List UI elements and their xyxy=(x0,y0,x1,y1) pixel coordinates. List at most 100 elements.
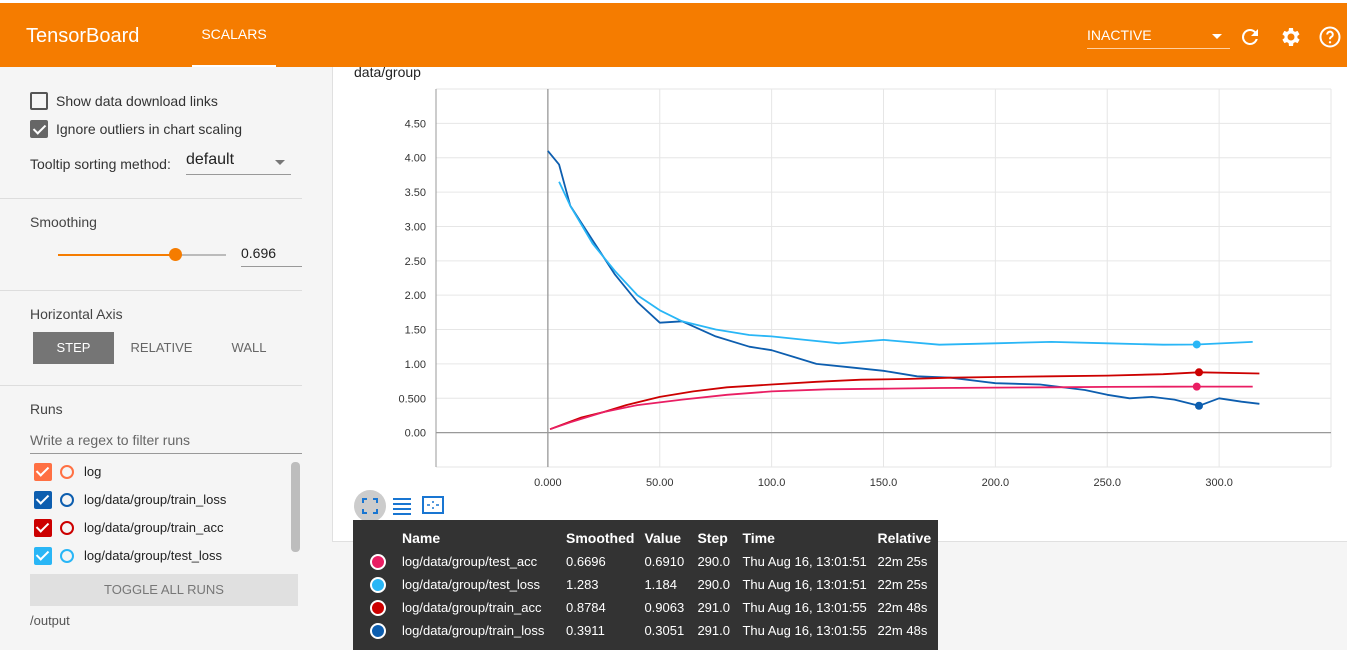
toggle-all-runs-button[interactable]: TOGGLE ALL RUNS xyxy=(30,574,298,606)
runs-title: Runs xyxy=(30,401,63,417)
smoothing-input[interactable]: 0.696 xyxy=(241,245,302,267)
run-checkbox[interactable] xyxy=(34,463,52,481)
tooltip-cell-step: 290.0 xyxy=(692,550,737,573)
run-checkbox[interactable] xyxy=(34,491,52,509)
y-tick-label: 2.50 xyxy=(405,256,426,268)
tooltip-cell-smoothed: 0.8784 xyxy=(561,596,639,619)
options-section: Show data download links Ignore outliers… xyxy=(0,67,302,199)
app-brand: TensorBoard xyxy=(26,25,139,48)
tooltip-cell-time: Thu Aug 16, 13:01:51 xyxy=(737,573,872,596)
series-line-3 xyxy=(550,387,1253,430)
tooltip-cell-smoothed: 1.283 xyxy=(561,573,639,596)
hover-marker xyxy=(1193,340,1201,348)
tooltip-cell-time: Thu Aug 16, 13:01:55 xyxy=(737,596,872,619)
axis-step-button[interactable]: STEP xyxy=(33,332,114,364)
tooltip-cell-name: log/data/group/train_loss xyxy=(397,619,561,642)
series-color-dot xyxy=(370,577,386,593)
chart-tooltip: Name Smoothed Value Step Time Relative l… xyxy=(353,520,938,650)
tooltip-header-value: Value xyxy=(639,528,692,550)
help-icon[interactable] xyxy=(1318,25,1342,49)
hover-marker xyxy=(1193,383,1201,391)
series-color-dot xyxy=(370,600,386,616)
series-line-0 xyxy=(548,151,1260,406)
tooltip-sort-value: default xyxy=(186,151,234,168)
run-color-swatch[interactable] xyxy=(60,521,74,535)
plugin-select-dropdown[interactable]: INACTIVE xyxy=(1087,27,1230,49)
tooltip-header-row: Name Smoothed Value Step Time Relative xyxy=(365,528,936,550)
tooltip-cell-relative: 22m 48s xyxy=(872,596,936,619)
runs-scrollbar[interactable] xyxy=(291,462,300,552)
fit-domain-icon[interactable] xyxy=(422,495,444,515)
log-directory-label: /output xyxy=(30,613,70,628)
tooltip-cell-name: log/data/group/test_loss xyxy=(397,573,561,596)
chevron-down-icon xyxy=(1212,34,1222,39)
run-name: log xyxy=(84,464,101,479)
tooltip-cell-smoothed: 0.3911 xyxy=(561,619,639,642)
tooltip-cell-time: Thu Aug 16, 13:01:51 xyxy=(737,550,872,573)
horizontal-axis-title: Horizontal Axis xyxy=(30,306,123,322)
tooltip-header-step: Step xyxy=(692,528,737,550)
tooltip-cell-value: 0.3051 xyxy=(639,619,692,642)
tooltip-cell-smoothed: 0.6696 xyxy=(561,550,639,573)
x-tick-label: 0.000 xyxy=(534,477,562,487)
series-line-2 xyxy=(550,372,1259,429)
smoothing-slider-handle[interactable] xyxy=(169,248,182,261)
series-color-dot xyxy=(370,554,386,570)
tooltip-cell-value: 0.6910 xyxy=(639,550,692,573)
tooltip-cell-step: 291.0 xyxy=(692,619,737,642)
run-name: log/data/group/train_acc xyxy=(84,520,223,535)
y-tick-label: 3.50 xyxy=(405,187,426,199)
tooltip-cell-value: 0.9063 xyxy=(639,596,692,619)
tooltip-row: log/data/group/test_acc 0.6696 0.6910 290.0… xyxy=(365,550,936,573)
run-color-swatch[interactable] xyxy=(60,465,74,479)
x-tick-label: 100.0 xyxy=(758,477,786,487)
tooltip-header-time: Time xyxy=(737,528,872,550)
run-checkbox[interactable] xyxy=(34,547,52,565)
series-line-1 xyxy=(559,182,1253,345)
runs-filter-input[interactable]: Write a regex to filter runs xyxy=(30,432,302,454)
tooltip-cell-name: log/data/group/train_acc xyxy=(397,596,561,619)
refresh-icon[interactable] xyxy=(1238,25,1262,49)
y-tick-label: 1.00 xyxy=(405,359,426,371)
series-color-dot xyxy=(370,623,386,639)
run-color-swatch[interactable] xyxy=(60,549,74,563)
y-tick-label: 1.50 xyxy=(405,325,426,337)
axis-relative-button[interactable]: RELATIVE xyxy=(124,332,199,364)
smoothing-slider-track[interactable] xyxy=(58,254,226,256)
tooltip-sort-label: Tooltip sorting method: xyxy=(30,156,171,172)
tooltip-cell-step: 291.0 xyxy=(692,596,737,619)
smoothing-slider-fill xyxy=(58,254,175,256)
tooltip-cell-time: Thu Aug 16, 13:01:55 xyxy=(737,619,872,642)
run-checkbox[interactable] xyxy=(34,519,52,537)
x-tick-label: 300.0 xyxy=(1205,477,1233,487)
run-name: log/data/group/test_loss xyxy=(84,548,222,563)
tooltip-cell-step: 290.0 xyxy=(692,573,737,596)
top-app-bar: TensorBoard SCALARS INACTIVE xyxy=(0,0,1347,67)
x-tick-label: 250.0 xyxy=(1093,477,1121,487)
plugin-select-value: INACTIVE xyxy=(1087,27,1152,43)
hover-marker xyxy=(1195,402,1203,410)
axis-wall-button[interactable]: WALL xyxy=(214,332,284,364)
hover-marker xyxy=(1195,368,1203,376)
y-tick-label: 4.50 xyxy=(405,118,426,130)
tooltip-header-name: Name xyxy=(397,528,561,550)
tooltip-cell-relative: 22m 25s xyxy=(872,550,936,573)
runs-list: log log/data/group/train_loss log/data/gro… xyxy=(0,463,302,571)
run-color-swatch[interactable] xyxy=(60,493,74,507)
ignore-outliers-label: Ignore outliers in chart scaling xyxy=(56,121,242,137)
horizontal-axis-section: Horizontal Axis STEP RELATIVE WALL xyxy=(0,291,302,386)
fullscreen-button[interactable] xyxy=(354,490,386,522)
tooltip-row: log/data/group/test_loss 1.283 1.184 290.0 T… xyxy=(365,573,936,596)
tooltip-sort-dropdown[interactable]: default xyxy=(186,151,291,175)
y-tick-label: 3.00 xyxy=(405,221,426,233)
chart-plot[interactable]: 0.000 50.00 100.0 150.0 200.0 250.0 300.0 0.00 0… xyxy=(333,67,1347,487)
ignore-outliers-checkbox[interactable] xyxy=(30,120,48,138)
tab-scalars[interactable]: SCALARS xyxy=(192,3,276,67)
show-download-checkbox[interactable] xyxy=(30,92,48,110)
gear-icon[interactable] xyxy=(1278,25,1302,49)
x-tick-label: 200.0 xyxy=(982,477,1010,487)
tooltip-table: Name Smoothed Value Step Time Relative l… xyxy=(365,528,936,642)
toggle-log-scale-icon[interactable] xyxy=(392,496,412,516)
y-tick-label: 2.00 xyxy=(405,290,426,302)
run-name: log/data/group/train_loss xyxy=(84,492,226,507)
